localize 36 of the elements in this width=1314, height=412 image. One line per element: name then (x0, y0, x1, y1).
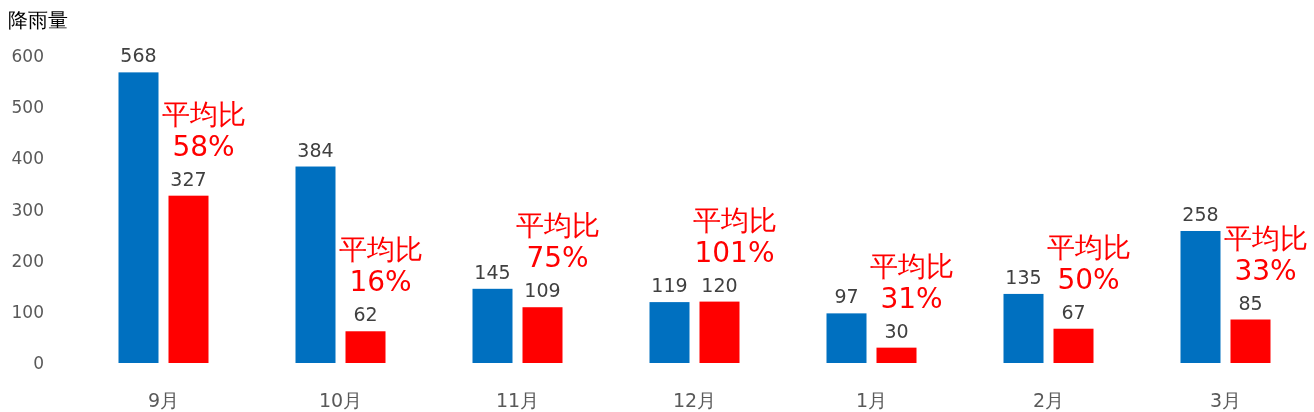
data-label: 67 (1061, 300, 1086, 323)
y-tick-label: 100 (11, 301, 44, 322)
data-label: 145 (474, 260, 511, 283)
y-tick-label: 200 (11, 250, 44, 271)
y-tick-label: 300 (11, 199, 44, 220)
annotation: 平均比 58% (161, 97, 246, 163)
annotation: 平均比 50% (1046, 230, 1131, 296)
annotation: 平均比 16% (338, 233, 423, 299)
annotation: 平均比 33% (1223, 221, 1308, 287)
x-tick-label: 12月 (672, 389, 717, 411)
y-tick-label: 500 (11, 97, 44, 118)
data-label: 97 (834, 285, 859, 308)
x-tick-label: 11月 (495, 389, 540, 411)
y-tick-label: 600 (11, 46, 44, 66)
y-tick-label: 400 (11, 148, 44, 169)
x-tick-label: 2月 (1032, 389, 1065, 411)
x-tick-label: 3月 (1209, 389, 1242, 411)
data-label: 62 (353, 303, 378, 326)
data-label: 119 (651, 274, 688, 297)
data-label: 568 (120, 44, 157, 67)
y-axis-title: 降雨量 (8, 8, 68, 32)
data-label: 120 (701, 273, 738, 296)
data-label: 258 (1182, 202, 1219, 225)
annotation: 平均比 31% (869, 249, 954, 315)
annotation: 平均比 101% (692, 203, 777, 269)
data-label: 30 (884, 319, 909, 342)
data-label: 135 (1005, 265, 1042, 288)
y-tick-label: 0 (33, 353, 44, 373)
x-tick-label: 1月 (855, 389, 888, 411)
data-label: 327 (170, 167, 207, 190)
data-label: 384 (297, 138, 334, 161)
annotation: 平均比 75% (515, 209, 600, 275)
x-tick-label: 9月 (147, 389, 180, 411)
x-tick-label: 10月 (318, 389, 363, 411)
data-label: 85 (1238, 291, 1263, 314)
data-label: 109 (524, 279, 561, 302)
